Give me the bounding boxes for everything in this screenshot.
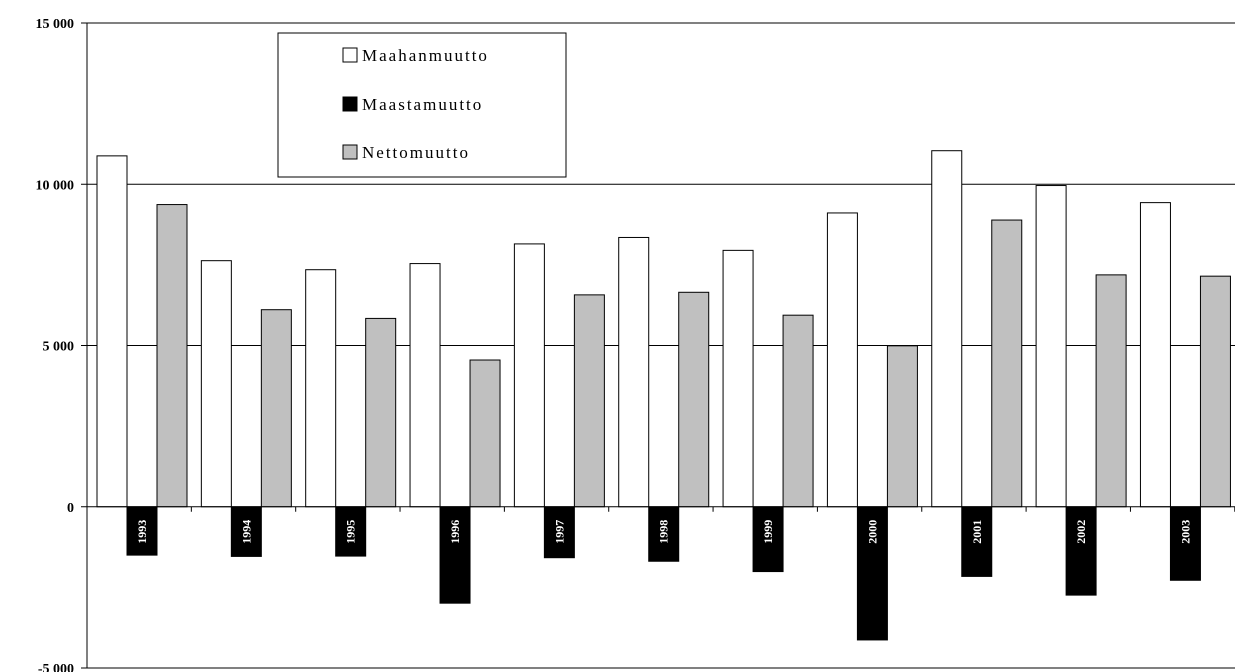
- x-category-label: 1993: [135, 520, 149, 544]
- legend-entry-maastamuutto: Maastamuutto: [362, 95, 483, 114]
- bar-maastamuutto: [752, 506, 784, 573]
- bar-maahanmuutto: [409, 263, 441, 508]
- bar-maahanmuutto: [1139, 202, 1171, 508]
- bar-maahanmuutto: [200, 260, 232, 508]
- y-tick-label: 15 000: [36, 17, 75, 32]
- bar-maahanmuutto: [305, 269, 337, 508]
- x-category-label: 2003: [1178, 520, 1192, 544]
- bar-maahanmuutto: [722, 249, 754, 508]
- bar-maastamuutto: [543, 506, 575, 559]
- bar-nettomuutto: [365, 317, 397, 508]
- x-category-label: 1996: [448, 520, 462, 544]
- bar-maahanmuutto: [826, 212, 858, 508]
- y-tick-label: -5 000: [38, 662, 74, 672]
- legend-swatch: [342, 47, 358, 63]
- y-tick-label: 10 000: [36, 178, 75, 193]
- bar-nettomuutto: [782, 314, 814, 508]
- legend-box: [277, 32, 567, 178]
- bar-nettomuutto: [1199, 275, 1231, 508]
- bar-maahanmuutto: [931, 150, 963, 508]
- bar-nettomuutto: [573, 294, 605, 508]
- bar-nettomuutto: [156, 204, 188, 508]
- legend-entry-maahanmuutto: Maahanmuutto: [362, 46, 489, 65]
- bar-maastamuutto: [961, 506, 993, 577]
- bar-nettomuutto: [991, 219, 1023, 508]
- x-category-label: 2001: [970, 520, 984, 544]
- bar-nettomuutto: [886, 345, 918, 508]
- bar-maahanmuutto: [1035, 185, 1067, 508]
- legend-swatch: [342, 96, 358, 112]
- bar-maastamuutto: [1169, 506, 1201, 581]
- y-tick-label: 5 000: [43, 340, 75, 355]
- bar-nettomuutto: [260, 309, 292, 508]
- x-category-label: 1995: [344, 520, 358, 544]
- legend-swatch: [342, 144, 358, 160]
- legend-entry-nettomuutto: Nettomuutto: [362, 143, 470, 162]
- x-category-label: 1998: [657, 520, 671, 544]
- bar-maahanmuutto: [96, 155, 128, 508]
- x-category-label: 1999: [761, 520, 775, 544]
- x-category-label: 1997: [552, 520, 566, 544]
- bar-nettomuutto: [678, 291, 710, 508]
- bar-nettomuutto: [1095, 274, 1127, 508]
- x-category-label: 1994: [239, 520, 253, 544]
- bar-maastamuutto: [1065, 506, 1097, 596]
- bar-nettomuutto: [469, 359, 501, 508]
- y-tick-label: 0: [67, 501, 74, 516]
- bar-maahanmuutto: [513, 243, 545, 508]
- bar-maahanmuutto: [618, 236, 650, 508]
- bar-maastamuutto: [439, 506, 471, 604]
- bar-maastamuutto: [335, 506, 367, 557]
- bar-maastamuutto: [648, 506, 680, 562]
- x-category-label: 2002: [1074, 520, 1088, 544]
- bar-maastamuutto: [856, 506, 888, 641]
- x-category-label: 2000: [865, 520, 879, 544]
